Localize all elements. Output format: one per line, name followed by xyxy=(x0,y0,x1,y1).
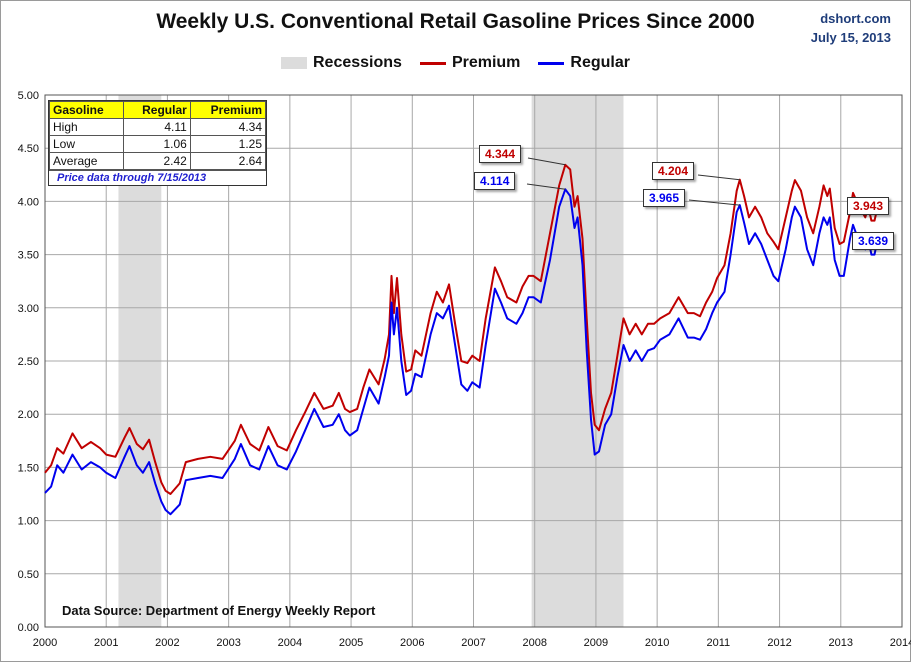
x-tick-label: 2009 xyxy=(584,637,608,649)
legend-label-premium: Premium xyxy=(451,54,521,71)
stats-row-low: Low 1.06 1.25 xyxy=(48,135,267,153)
legend-item-recessions: Recessions xyxy=(281,54,402,72)
callout-leader-line xyxy=(697,174,740,181)
y-tick-label: 4.00 xyxy=(18,196,39,208)
y-tick-label: 3.50 xyxy=(18,250,39,262)
stats-header-premium: Premium xyxy=(189,101,267,119)
y-tick-label: 0.50 xyxy=(18,569,39,581)
callout-premium-peak-2008: 4.344 xyxy=(479,145,522,163)
y-tick-label: 0.00 xyxy=(18,622,39,634)
stats-cell: High xyxy=(48,118,125,136)
legend-item-premium: Premium xyxy=(419,54,521,72)
chart-legend: Recessions Premium Regular xyxy=(0,54,911,72)
y-tick-label: 2.00 xyxy=(18,409,39,421)
x-tick-label: 2001 xyxy=(94,637,118,649)
x-tick-label: 2005 xyxy=(339,637,363,649)
legend-swatch-recessions xyxy=(281,57,307,69)
legend-label-recessions: Recessions xyxy=(313,54,402,71)
series-line-regular xyxy=(44,188,879,516)
x-tick-label: 2008 xyxy=(522,637,546,649)
stats-header-row: Gasoline Regular Premium xyxy=(48,101,267,119)
stats-header-regular: Regular xyxy=(123,101,191,119)
y-tick-label: 2.50 xyxy=(18,356,39,368)
callout-regular-peak-2011: 3.965 xyxy=(643,189,686,207)
stats-cell: 2.42 xyxy=(123,152,191,170)
callout-premium-peak-2011: 4.204 xyxy=(652,162,695,180)
x-tick-label: 2012 xyxy=(767,637,791,649)
stats-cell: Low xyxy=(48,135,125,153)
stats-row-average: Average 2.42 2.64 xyxy=(48,152,267,170)
stats-cell: 1.25 xyxy=(189,135,267,153)
x-tick-label: 2010 xyxy=(645,637,669,649)
x-tick-label: 2007 xyxy=(461,637,485,649)
y-tick-label: 5.00 xyxy=(18,90,39,102)
chart-title: Weekly U.S. Conventional Retail Gasoline… xyxy=(156,10,755,33)
callout-leader-line xyxy=(688,199,740,206)
stats-note: Price data through 7/15/2013 xyxy=(49,170,266,185)
stats-cell: Average xyxy=(48,152,125,170)
source-site: dshort.com xyxy=(820,11,891,26)
legend-swatch-premium xyxy=(419,61,446,65)
y-tick-label: 4.50 xyxy=(18,143,39,155)
stats-row-high: High 4.11 4.34 xyxy=(48,118,267,136)
x-tick-label: 2004 xyxy=(278,637,302,649)
x-tick-label: 2000 xyxy=(33,637,57,649)
stats-cell: 1.06 xyxy=(123,135,191,153)
callout-leader-line xyxy=(526,183,566,190)
x-tick-label: 2014 xyxy=(890,637,911,649)
callout-premium-latest: 3.943 xyxy=(847,197,890,215)
series-line-premium xyxy=(44,163,879,495)
plot-border xyxy=(44,94,903,628)
y-tick-label: 3.00 xyxy=(18,303,39,315)
legend-label-regular: Regular xyxy=(570,54,630,71)
y-tick-label: 1.00 xyxy=(18,516,39,528)
y-tick-label: 1.50 xyxy=(18,462,39,474)
stats-cell: 4.11 xyxy=(123,118,191,136)
stats-table-box: Gasoline Regular Premium High 4.11 4.34 … xyxy=(48,100,267,186)
legend-item-regular: Regular xyxy=(538,54,630,72)
stats-cell: 2.64 xyxy=(189,152,267,170)
stats-table: Gasoline Regular Premium High 4.11 4.34 … xyxy=(48,101,267,170)
x-tick-label: 2002 xyxy=(155,637,179,649)
stats-cell: 4.34 xyxy=(189,118,267,136)
x-tick-label: 2006 xyxy=(400,637,424,649)
x-tick-label: 2013 xyxy=(829,637,853,649)
x-tick-label: 2003 xyxy=(216,637,240,649)
data-source-note: Data Source: Department of Energy Weekly… xyxy=(62,603,376,618)
callout-leader-line xyxy=(527,157,566,166)
legend-swatch-regular xyxy=(538,61,565,65)
stats-header-gasoline: Gasoline xyxy=(48,101,125,119)
x-tick-label: 2011 xyxy=(707,637,731,649)
callout-regular-latest: 3.639 xyxy=(852,232,895,250)
callout-regular-peak-2008: 4.114 xyxy=(474,172,516,190)
source-date: July 15, 2013 xyxy=(810,30,891,45)
